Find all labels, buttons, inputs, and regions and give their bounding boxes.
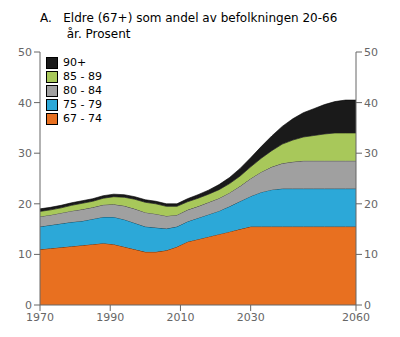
svg-text:20: 20 (18, 198, 32, 211)
svg-text:1990: 1990 (96, 311, 124, 324)
svg-text:10: 10 (364, 248, 378, 261)
svg-text:50: 50 (364, 46, 378, 59)
html-text:90+: 90+ (63, 56, 87, 69)
svg-text:10: 10 (18, 248, 32, 261)
svg-text:20: 20 (364, 198, 378, 211)
svg-text:0: 0 (364, 299, 371, 312)
svg-text:40: 40 (18, 97, 32, 110)
svg-text:2030: 2030 (237, 311, 265, 324)
svg-text:2010: 2010 (166, 311, 194, 324)
svg-text:0: 0 (25, 299, 32, 312)
html-text:A. Eldre (67+) som andel av be: A. Eldre (67+) som andel av befolkningen… (40, 11, 338, 25)
html-text:67 - 74: 67 - 74 (63, 112, 102, 125)
html-text:85 - 89: 85 - 89 (63, 70, 102, 83)
html-text:80 - 84: 80 - 84 (63, 84, 102, 97)
svg-text:30: 30 (18, 147, 32, 160)
svg-text:2060: 2060 (342, 311, 370, 324)
svg-text:40: 40 (364, 97, 378, 110)
html-text:år. Prosent: år. Prosent (40, 27, 131, 41)
html-text:75 - 79: 75 - 79 (63, 98, 102, 111)
svg-text:1970: 1970 (26, 311, 54, 324)
svg-text:30: 30 (364, 147, 378, 160)
svg-text:50: 50 (18, 46, 32, 59)
